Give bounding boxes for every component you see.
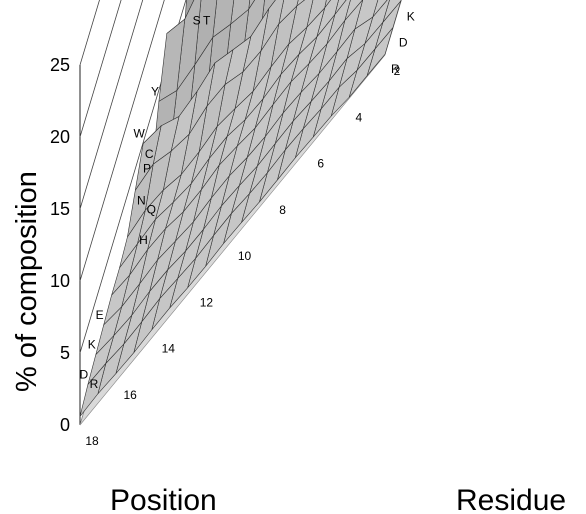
peak-label: S <box>193 14 201 28</box>
y-tick-label: 25 <box>50 55 70 75</box>
peak-labels: RDKEHQNCWYMGFILVATSP <box>80 14 211 391</box>
residue-tick-label: D <box>399 36 408 50</box>
position-tick-labels: 18 16 14 12 10 8 6 4 2 <box>85 64 400 448</box>
surface-mesh <box>79 0 402 417</box>
y-tick-label: 15 <box>50 199 70 219</box>
y-tick-label: 0 <box>60 415 70 435</box>
position-tick-label: 8 <box>279 203 286 217</box>
peak-label: Y <box>151 84 159 98</box>
peak-label: Q <box>147 202 156 216</box>
residue-axis-label: Residue <box>456 484 566 514</box>
peak-label: H <box>139 233 148 247</box>
peak-label: R <box>90 377 99 391</box>
y-tick-label: 10 <box>50 271 70 291</box>
y-tick-labels: 0 5 10 15 20 25 <box>50 55 70 435</box>
y-tick-label: 20 <box>50 127 70 147</box>
position-tick-label: 12 <box>200 295 214 309</box>
y-tick-label: 5 <box>60 343 70 363</box>
position-tick-label: 4 <box>356 110 363 124</box>
position-tick-label: 16 <box>123 388 137 402</box>
peak-label: T <box>203 14 211 28</box>
y-axis-label: % of composition <box>11 171 43 392</box>
residue-tick-labels: RDKEHQNCWPYMTSGAFVIL <box>391 9 415 76</box>
peak-label: E <box>96 308 104 322</box>
position-tick-label: 14 <box>162 342 176 356</box>
peak-label: W <box>133 127 145 141</box>
position-tick-label: 2 <box>394 64 401 78</box>
peak-label: P <box>143 162 151 176</box>
residue-tick-label: K <box>407 9 415 23</box>
position-tick-label: 18 <box>85 434 99 448</box>
position-tick-label: 6 <box>317 157 324 171</box>
peak-label: D <box>80 368 89 382</box>
peak-label: K <box>88 338 96 352</box>
peak-label: C <box>145 147 154 161</box>
position-tick-label: 10 <box>238 249 252 263</box>
peak-label: N <box>137 193 146 207</box>
residue-tick-label: R <box>391 62 400 76</box>
x-axis-label: Position <box>110 484 217 514</box>
